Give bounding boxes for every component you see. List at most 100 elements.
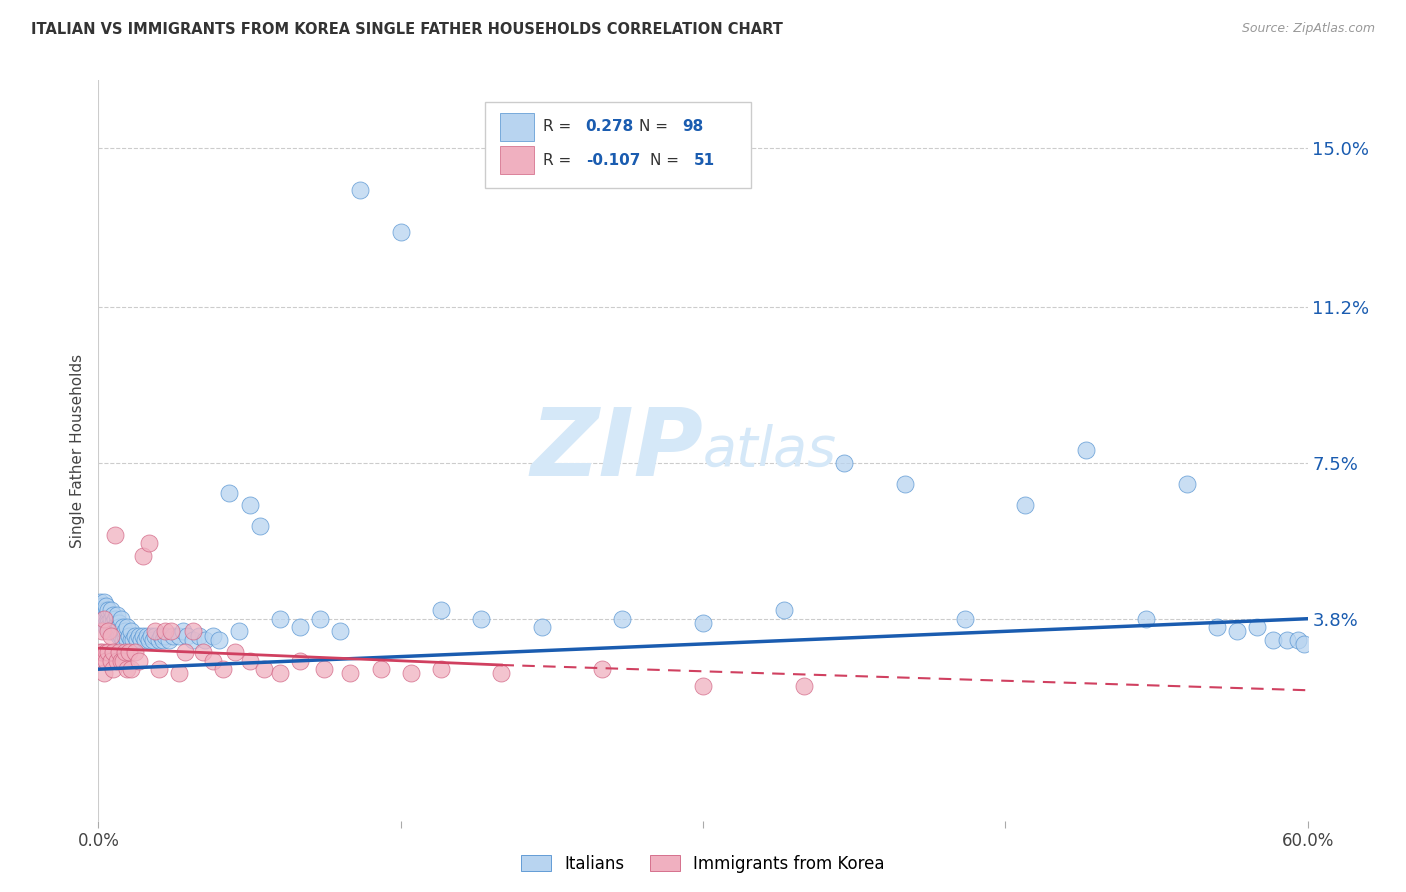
- Point: [101, 662, 124, 676]
- Point: [692, 679, 714, 693]
- Point: [96, 645, 118, 659]
- Point: [101, 620, 124, 634]
- Point: [97, 612, 120, 626]
- Point: [96, 603, 118, 617]
- Point: [111, 620, 134, 634]
- Point: [105, 654, 128, 668]
- Point: [1226, 624, 1249, 639]
- Point: [114, 624, 136, 639]
- Point: [772, 603, 794, 617]
- Point: [167, 666, 190, 681]
- Point: [128, 628, 150, 642]
- Point: [110, 612, 132, 626]
- Point: [430, 603, 453, 617]
- Point: [124, 645, 146, 659]
- Point: [97, 615, 120, 630]
- Point: [167, 628, 190, 642]
- Point: [114, 628, 136, 642]
- Point: [91, 624, 114, 639]
- Text: atlas: atlas: [703, 424, 837, 477]
- Point: [176, 628, 198, 642]
- Point: [1074, 443, 1097, 458]
- Point: [309, 612, 332, 626]
- Point: [339, 666, 361, 681]
- Point: [249, 519, 271, 533]
- Point: [160, 624, 183, 639]
- Point: [1175, 477, 1198, 491]
- Point: [470, 612, 492, 626]
- Text: 0.278: 0.278: [586, 120, 634, 135]
- Point: [100, 624, 122, 639]
- Point: [121, 632, 143, 647]
- Point: [228, 624, 250, 639]
- Y-axis label: Single Father Households: Single Father Households: [70, 353, 86, 548]
- Point: [100, 612, 122, 626]
- Point: [239, 654, 262, 668]
- Point: [491, 666, 513, 681]
- Point: [89, 654, 111, 668]
- Point: [115, 662, 138, 676]
- Point: [114, 645, 136, 659]
- Point: [105, 615, 128, 630]
- Point: [93, 612, 115, 626]
- Point: [1286, 632, 1309, 647]
- Point: [91, 599, 114, 613]
- Point: [1292, 637, 1315, 651]
- Point: [148, 662, 170, 676]
- Point: [153, 628, 176, 642]
- FancyBboxPatch shape: [485, 103, 751, 187]
- Point: [115, 632, 138, 647]
- Point: [149, 628, 172, 642]
- FancyBboxPatch shape: [501, 113, 534, 141]
- Point: [157, 632, 180, 647]
- Point: [893, 477, 915, 491]
- Point: [193, 645, 215, 659]
- Point: [612, 612, 634, 626]
- Point: [101, 607, 124, 622]
- Point: [103, 620, 125, 634]
- Text: R =: R =: [543, 120, 576, 135]
- Point: [107, 620, 129, 634]
- Point: [107, 628, 129, 642]
- Point: [111, 654, 134, 668]
- Point: [93, 612, 115, 626]
- Point: [202, 628, 225, 642]
- Text: R =: R =: [543, 153, 576, 168]
- Point: [100, 603, 122, 617]
- Point: [349, 183, 371, 197]
- Point: [120, 662, 142, 676]
- Point: [138, 536, 160, 550]
- Text: -0.107: -0.107: [586, 153, 640, 168]
- Point: [118, 628, 141, 642]
- Text: 51: 51: [693, 153, 714, 168]
- Point: [162, 628, 184, 642]
- Point: [181, 632, 204, 647]
- Point: [269, 612, 291, 626]
- Point: [97, 624, 120, 639]
- Point: [172, 624, 194, 639]
- Point: [212, 662, 235, 676]
- Point: [118, 645, 141, 659]
- Point: [692, 615, 714, 630]
- Point: [793, 679, 815, 693]
- Point: [103, 527, 125, 541]
- Point: [107, 645, 129, 659]
- Point: [120, 624, 142, 639]
- Point: [174, 645, 197, 659]
- Point: [399, 666, 422, 681]
- Point: [288, 654, 311, 668]
- Point: [202, 654, 225, 668]
- Point: [89, 603, 111, 617]
- Point: [269, 666, 291, 681]
- Point: [91, 612, 114, 626]
- Point: [93, 595, 115, 609]
- Point: [314, 662, 336, 676]
- Point: [89, 645, 111, 659]
- Point: [953, 612, 976, 626]
- Point: [139, 628, 162, 642]
- Point: [96, 615, 118, 630]
- Point: [208, 632, 231, 647]
- Point: [1014, 498, 1036, 512]
- Point: [128, 654, 150, 668]
- Point: [138, 632, 160, 647]
